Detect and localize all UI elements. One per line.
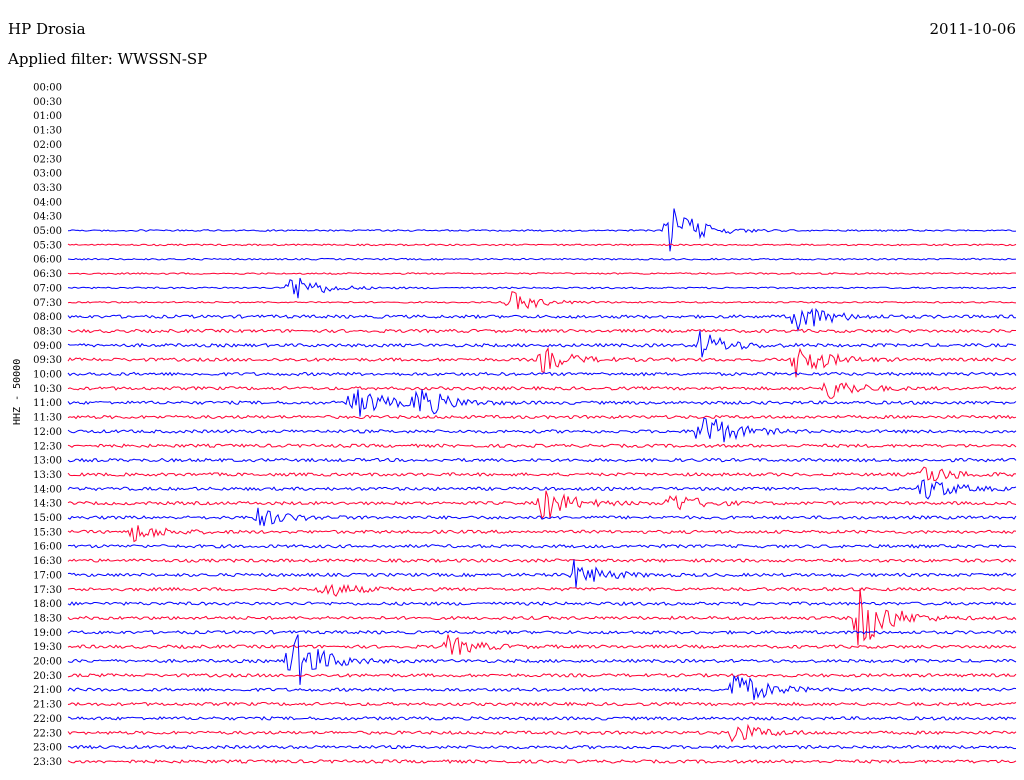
- row-time-label: 23:30: [33, 757, 62, 768]
- seismic-trace: [67, 601, 1017, 606]
- seismic-trace: [67, 588, 1017, 646]
- row-time-label: 15:00: [33, 513, 62, 524]
- row-time-label: 16:30: [33, 556, 62, 567]
- row-time-label: 15:30: [33, 527, 62, 538]
- row-time-label: 05:30: [33, 240, 62, 251]
- row-time-label: 04:00: [33, 197, 62, 208]
- row-time-label: 02:00: [33, 140, 62, 151]
- row-time-label: 05:00: [33, 226, 62, 237]
- row-time-label: 18:00: [33, 599, 62, 610]
- row-time-label: 10:30: [33, 384, 62, 395]
- row-time-label: 01:30: [33, 126, 62, 137]
- row-time-label: 13:00: [33, 456, 62, 467]
- seismic-trace: [67, 634, 1017, 685]
- seismic-trace: [67, 208, 1017, 252]
- filter-line: Applied filter: WWSSN-SP: [8, 50, 207, 68]
- filter-value: WWSSN-SP: [117, 50, 208, 68]
- row-time-label: 17:30: [33, 585, 62, 596]
- row-time-label: 00:00: [33, 83, 62, 94]
- seismic-trace: [67, 543, 1017, 549]
- row-time-label: 21:00: [33, 685, 62, 696]
- row-time-label: 12:30: [33, 441, 62, 452]
- row-time-label: 00:30: [33, 97, 62, 108]
- seismic-trace: [67, 507, 1017, 527]
- seismic-trace: [67, 490, 1017, 520]
- filter-label: Applied filter:: [8, 50, 113, 68]
- row-time-label: 11:00: [33, 398, 62, 409]
- seismic-trace: [67, 634, 1017, 655]
- row-time-label: 06:00: [33, 255, 62, 266]
- row-time-label: 11:30: [33, 413, 62, 424]
- row-time-label: 17:00: [33, 570, 62, 581]
- seismic-trace: [67, 525, 1017, 543]
- seismic-trace: [67, 672, 1017, 678]
- seismic-trace: [67, 414, 1017, 420]
- seismic-trace: [67, 701, 1017, 707]
- row-time-label: 22:00: [33, 714, 62, 725]
- seismic-trace: [67, 243, 1017, 247]
- row-time-label: 14:30: [33, 499, 62, 510]
- seismic-trace: [67, 277, 1017, 299]
- row-time-label: 19:00: [33, 628, 62, 639]
- row-time-label: 20:00: [33, 657, 62, 668]
- seismic-trace: [67, 389, 1017, 417]
- row-time-label: 01:00: [33, 111, 62, 122]
- row-time-label: 03:00: [33, 169, 62, 180]
- seismic-trace: [67, 371, 1017, 377]
- row-time-label: 06:30: [33, 269, 62, 280]
- row-time-label: 12:00: [33, 427, 62, 438]
- seismic-trace: [67, 629, 1017, 635]
- seismic-trace: [67, 328, 1016, 334]
- row-time-label: 08:30: [33, 326, 62, 337]
- row-time-label: 16:00: [33, 542, 62, 553]
- row-time-label: 10:00: [33, 370, 62, 381]
- row-time-label: 13:30: [33, 470, 62, 481]
- row-time-label: 08:00: [33, 312, 62, 323]
- row-time-label: 09:30: [33, 355, 62, 366]
- seismic-trace: [67, 583, 1017, 597]
- seismic-trace: [67, 417, 1017, 443]
- seismic-trace: [67, 675, 1017, 701]
- row-time-label: 07:00: [33, 283, 62, 294]
- seismic-trace: [67, 330, 1017, 358]
- row-time-label: 23:00: [33, 743, 62, 754]
- station-name: HP Drosia: [8, 20, 86, 38]
- seismic-trace: [67, 466, 1017, 482]
- seismic-trace: [67, 457, 1017, 463]
- row-time-label: 20:30: [33, 671, 62, 682]
- seismic-trace: [67, 381, 1017, 399]
- row-time-label: 14:00: [33, 484, 62, 495]
- record-date: 2011-10-06: [929, 20, 1016, 38]
- row-time-label: 22:30: [33, 728, 62, 739]
- seismic-trace: [67, 759, 1017, 764]
- seismic-trace: [67, 559, 1017, 588]
- seismic-trace: [67, 443, 1017, 449]
- seismic-trace: [67, 257, 1017, 261]
- seismic-trace: [67, 307, 1016, 333]
- seismic-trace: [67, 479, 1017, 500]
- row-time-label: 19:30: [33, 642, 62, 653]
- seismic-trace: [67, 715, 1017, 721]
- seismic-trace: [67, 744, 1017, 750]
- row-time-label: 03:30: [33, 183, 62, 194]
- seismic-trace: [67, 346, 1017, 378]
- row-time-label: 07:30: [33, 298, 62, 309]
- row-time-label: 02:30: [33, 154, 62, 165]
- seismic-trace: [67, 272, 1017, 275]
- row-time-label: 09:00: [33, 341, 62, 352]
- seismic-trace: [67, 558, 1017, 563]
- row-time-label: 18:30: [33, 613, 62, 624]
- seismic-trace: [67, 723, 1017, 743]
- row-time-label: 04:30: [33, 212, 62, 223]
- row-time-label: 21:30: [33, 700, 62, 711]
- seismic-trace: [67, 291, 1017, 310]
